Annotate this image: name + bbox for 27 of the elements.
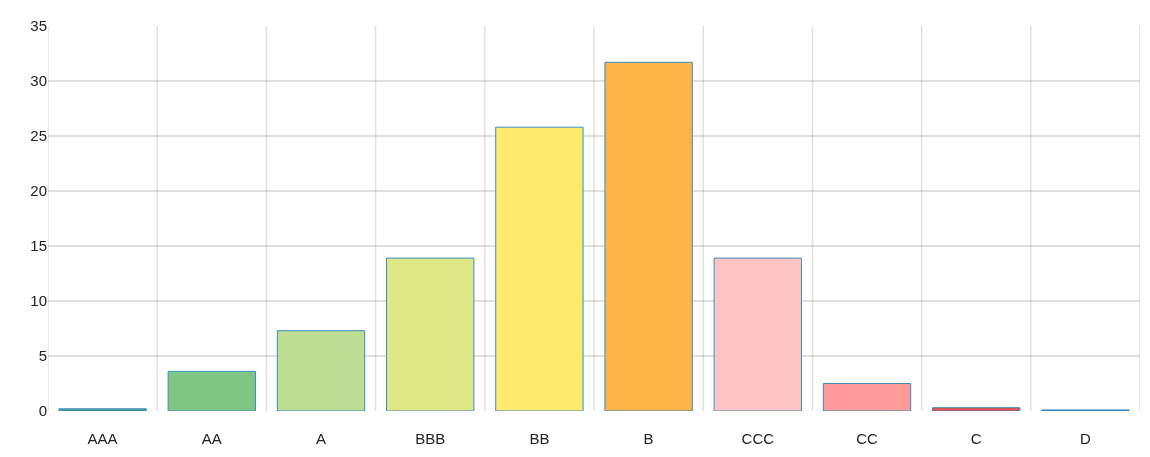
x-tick-label: A — [315, 430, 327, 447]
y-tick-label: 10 — [30, 292, 47, 310]
x-tick-label: C — [970, 430, 982, 447]
x-tick-label: BB — [529, 430, 550, 447]
bar — [604, 61, 693, 411]
y-tick-label: 20 — [30, 182, 47, 200]
bar — [276, 330, 366, 411]
x-tick-label: AAA — [87, 430, 118, 447]
y-tick-label: 25 — [30, 127, 47, 145]
x-tick-label: AA — [201, 430, 222, 447]
y-tick-label: 35 — [30, 17, 47, 35]
bar — [386, 257, 475, 411]
y-tick-label: 0 — [38, 402, 47, 420]
x-tick-label: CC — [856, 430, 878, 447]
x-tick-label: BBB — [415, 430, 446, 447]
y-tick-label: 30 — [30, 72, 47, 90]
x-tick-label: B — [643, 430, 654, 447]
bar — [713, 257, 802, 411]
bar — [932, 407, 1021, 411]
x-tick-label: D — [1079, 430, 1091, 447]
bar — [822, 383, 912, 411]
bar — [495, 126, 584, 411]
bar — [58, 408, 147, 411]
x-tick-label: CCC — [741, 430, 775, 447]
y-tick-label: 5 — [38, 347, 47, 365]
bar — [167, 370, 256, 411]
y-tick-label: 15 — [30, 237, 47, 255]
